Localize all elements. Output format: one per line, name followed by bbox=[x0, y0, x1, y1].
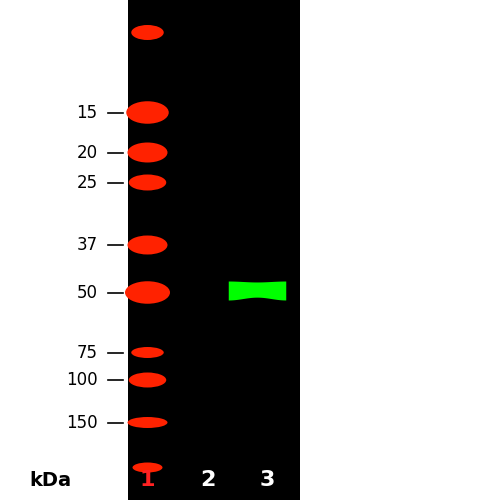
Text: 2: 2 bbox=[200, 470, 215, 490]
FancyBboxPatch shape bbox=[300, 0, 500, 500]
Text: 100: 100 bbox=[66, 371, 98, 389]
Ellipse shape bbox=[126, 101, 169, 124]
Text: 150: 150 bbox=[66, 414, 98, 432]
Text: 15: 15 bbox=[76, 104, 98, 122]
Text: 25: 25 bbox=[76, 174, 98, 192]
Ellipse shape bbox=[131, 347, 164, 358]
Text: 37: 37 bbox=[76, 236, 98, 254]
Polygon shape bbox=[229, 282, 286, 300]
Ellipse shape bbox=[129, 372, 166, 388]
Ellipse shape bbox=[129, 174, 166, 190]
Text: 50: 50 bbox=[76, 284, 98, 302]
Text: 20: 20 bbox=[76, 144, 98, 162]
Ellipse shape bbox=[132, 462, 162, 472]
Text: 75: 75 bbox=[76, 344, 98, 361]
Text: 3: 3 bbox=[260, 470, 275, 490]
Ellipse shape bbox=[128, 236, 168, 255]
Ellipse shape bbox=[131, 25, 164, 40]
FancyBboxPatch shape bbox=[0, 0, 128, 500]
Ellipse shape bbox=[128, 417, 168, 428]
Ellipse shape bbox=[125, 281, 170, 303]
Text: 1: 1 bbox=[140, 470, 155, 490]
Text: kDa: kDa bbox=[29, 470, 71, 490]
Ellipse shape bbox=[128, 142, 168, 163]
